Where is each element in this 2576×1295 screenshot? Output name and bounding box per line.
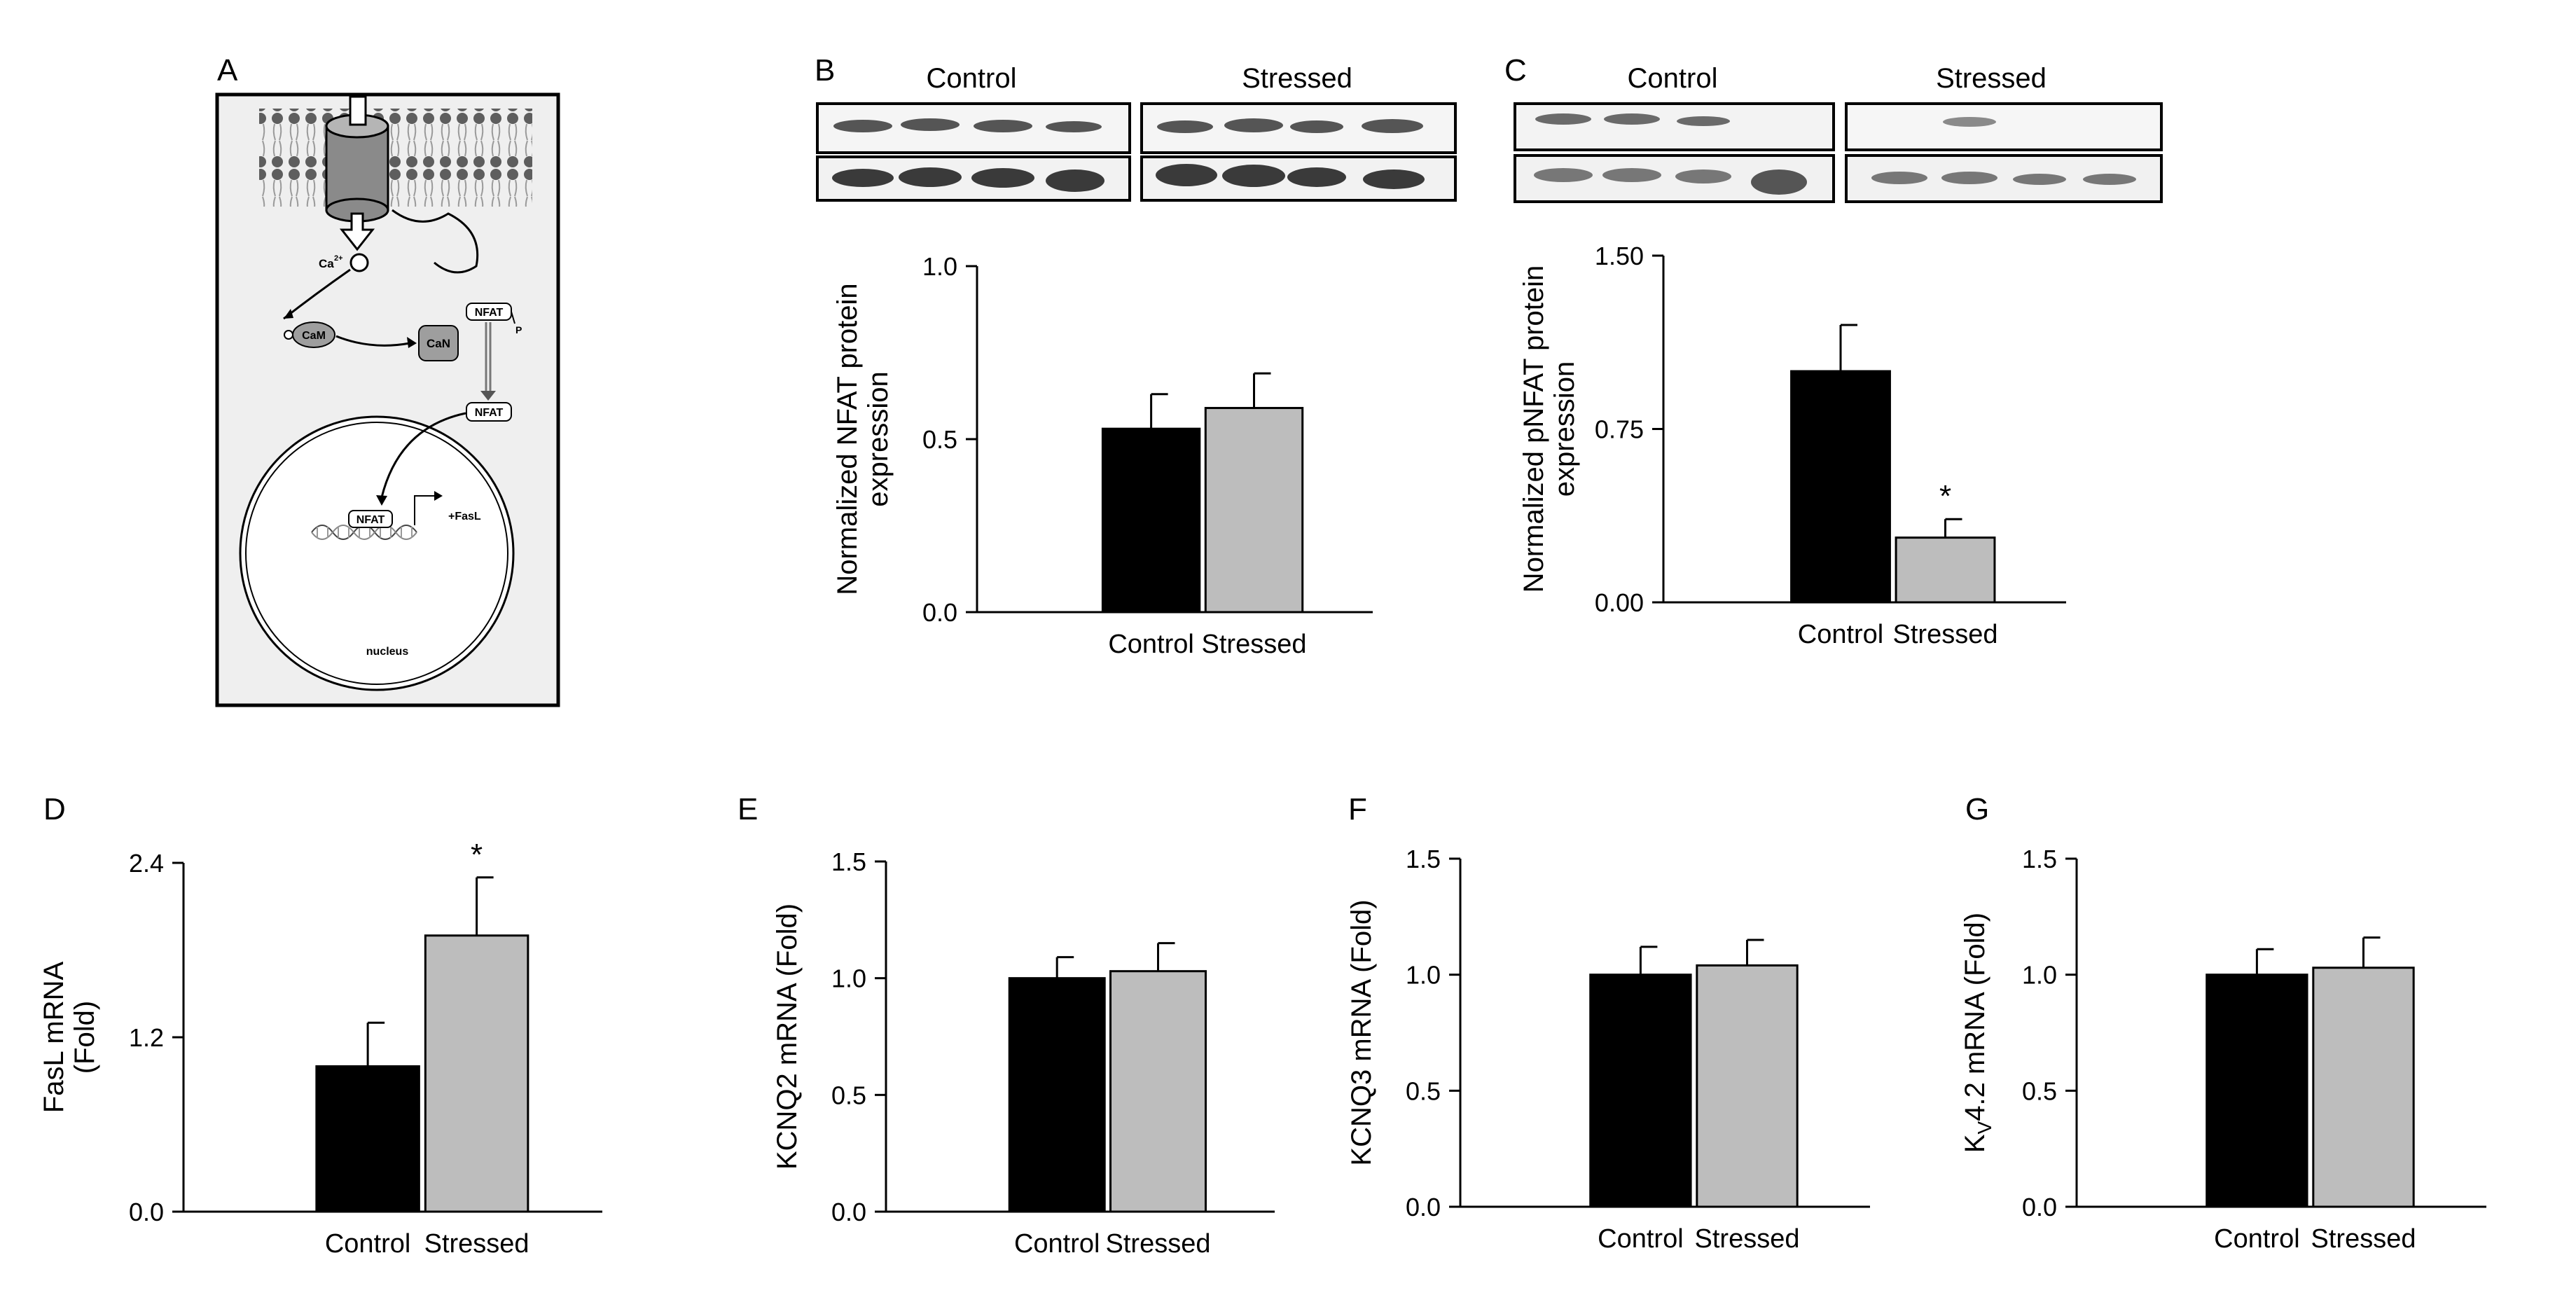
chart-e-bar-control: [1009, 978, 1105, 1212]
chart-e-category-label: Control: [1014, 1229, 1100, 1259]
panel-label-g: G: [1965, 792, 1989, 826]
nfat-phospho-label: NFAT: [475, 307, 504, 319]
chart-c-y-axis-label-line: expression: [1549, 361, 1580, 497]
chart-g-bar-control: [2207, 975, 2307, 1207]
chart-f-category-label: Control: [1598, 1224, 1684, 1254]
chart-g-y-axis-label: KV4.2 mRNA (Fold): [1960, 913, 1995, 1153]
chart-g-category-label: Stressed: [2311, 1224, 2416, 1254]
chart-b-y-tick-label: 0.5: [922, 425, 957, 454]
chart-d-category-label: Control: [325, 1229, 411, 1259]
chart-c-y-tick-label: 1.50: [1595, 242, 1644, 270]
calcineurin-label: CaN: [427, 337, 450, 350]
western-blot-c: Control Stressed: [1515, 63, 2161, 202]
chart-e-y-axis-label-line: KCNQ2 mRNA (Fold): [772, 903, 803, 1170]
chart-f-y-tick-label: 0.5: [1406, 1076, 1441, 1105]
chart-f: 0.0 0.5 1.0 1.5 Control Stressed KCNQ3 mRNA (F…: [1346, 845, 1870, 1254]
chart-g-y-axis-label-rest: 4.2 mRNA (Fold): [1960, 913, 1990, 1121]
western-blot-b: Control Stressed: [817, 63, 1455, 200]
chart-b-bar-control: [1102, 429, 1199, 612]
blot-c-control-label: Control: [1628, 63, 1718, 94]
chart-f-bar-control: [1591, 975, 1691, 1207]
calcium-ion-icon: [351, 254, 368, 271]
panel-label-d: D: [43, 792, 66, 826]
chart-g-y-tick-label: 1.0: [2022, 961, 2057, 990]
chart-c-category-label: Stressed: [1893, 620, 1998, 649]
nfat-bound-label: NFAT: [356, 514, 385, 526]
chart-f-bar-stressed: [1697, 965, 1797, 1207]
calcium-charge: 2+: [334, 254, 343, 263]
chart-d-significance-marker: *: [471, 838, 483, 872]
chart-d-y-tick-label: 1.2: [129, 1023, 164, 1052]
chart-e-category-label: Stressed: [1106, 1229, 1211, 1259]
chart-b-y-axis-label-line: expression: [863, 371, 894, 506]
chart-g-y-tick-label: 0.5: [2022, 1076, 2057, 1105]
chart-d-y-axis-label-line: (Fold): [69, 1001, 100, 1074]
chart-f-y-tick-label: 1.5: [1406, 845, 1441, 873]
panel-label-e: E: [738, 792, 758, 826]
chart-c-y-tick-label: 0.75: [1595, 415, 1644, 444]
blot-b-control-label: Control: [927, 63, 1017, 94]
chart-b-y-tick-label: 1.0: [922, 252, 957, 281]
chart-g-y-axis-label-sub: V: [1974, 1121, 1995, 1134]
chart-c-bar-stressed: [1896, 538, 1995, 602]
chart-e-y-tick-label: 1.0: [831, 964, 866, 993]
chart-e-y-tick-label: 1.5: [831, 847, 866, 876]
blot-c-stressed-label: Stressed: [1936, 63, 2047, 94]
chart-d-bar-control: [317, 1067, 420, 1212]
chart-d-bar-stressed: [425, 936, 528, 1212]
chart-e-bar-stressed: [1111, 971, 1206, 1212]
chart-f-y-tick-label: 1.0: [1406, 961, 1441, 990]
chart-g-y-tick-label: 0.0: [2022, 1193, 2057, 1221]
chart-b-category-label: Control: [1108, 630, 1194, 659]
panel-label-a: A: [217, 53, 238, 88]
chart-d-y-axis-label-line: FasL mRNA: [39, 962, 69, 1114]
chart-g-bar-stressed: [2313, 968, 2414, 1207]
panel-label-b: B: [815, 53, 835, 88]
chart-g: 0.0 0.5 1.0 1.5 Control Stressed KV4.2 mRNA (F…: [1960, 845, 2486, 1254]
chart-c: 0.00 0.75 1.50 Control Stressed * Normalized p…: [1518, 242, 2066, 649]
chart-f-y-axis-label-line: KCNQ3 mRNA (Fold): [1346, 899, 1377, 1165]
chart-d-y-tick-label: 0.0: [129, 1198, 164, 1226]
calmodulin-label: CaM: [302, 330, 326, 342]
cell-membrane: [259, 109, 532, 207]
chart-g-category-label: Control: [2214, 1224, 2300, 1254]
chart-c-bar-control: [1792, 371, 1890, 602]
chart-g-y-tick-label: 1.5: [2022, 845, 2057, 873]
calcium-label: Ca: [319, 257, 334, 270]
chart-c-y-axis-label-line: Normalized pNFAT protein: [1518, 265, 1549, 593]
phosphate-label: P: [515, 324, 522, 335]
nfat-label: NFAT: [475, 407, 504, 419]
chart-f-category-label: Stressed: [1695, 1224, 1800, 1254]
chart-f-y-tick-label: 0.0: [1406, 1193, 1441, 1221]
chart-c-significance-marker: *: [1939, 479, 1951, 513]
chart-d-category-label: Stressed: [424, 1229, 529, 1259]
fasl-gene-label: +FasL: [448, 511, 481, 522]
figure: A B C D E F G Ca 2+ CaM CaN: [0, 0, 2576, 1295]
panel-label-f: F: [1348, 792, 1367, 826]
chart-b-y-tick-label: 0.0: [922, 598, 957, 627]
chart-b: 0.0 0.5 1.0 Control Stressed Normalized NFAT …: [832, 252, 1373, 659]
nucleus-label: nucleus: [366, 646, 409, 658]
chart-d-y-tick-label: 2.4: [129, 849, 164, 878]
chart-g-y-axis-label-k: K: [1960, 1134, 1990, 1153]
chart-b-category-label: Stressed: [1202, 630, 1307, 659]
blot-b-stressed-label: Stressed: [1242, 63, 1352, 94]
chart-c-category-label: Control: [1798, 620, 1884, 649]
chart-d: 0.0 1.2 2.4 Control Stressed * FasL mRNA(Fold): [39, 838, 602, 1259]
chart-e-y-tick-label: 0.5: [831, 1081, 866, 1109]
chart-b-y-axis-label-line: Normalized NFAT protein: [832, 283, 863, 595]
chart-e-y-tick-label: 0.0: [831, 1198, 866, 1226]
chart-b-bar-stressed: [1205, 408, 1302, 612]
chart-e: 0.0 0.5 1.0 1.5 ControlStressed KCNQ2 mRNA (F…: [772, 847, 1275, 1259]
chart-c-y-tick-label: 0.00: [1595, 588, 1644, 617]
panel-label-c: C: [1504, 53, 1527, 88]
signaling-diagram: Ca 2+ CaM CaN NFAT P NFAT: [217, 95, 558, 705]
